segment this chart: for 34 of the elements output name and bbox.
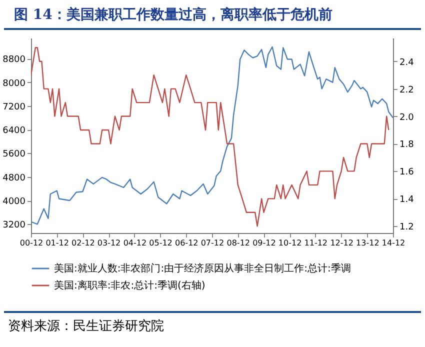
chart-title: 图 14：美国兼职工作数量过高，离职率低于危机前 bbox=[4, 4, 421, 30]
x-tick-label: 07-12 bbox=[200, 238, 224, 248]
y-tick-label: 8800 bbox=[2, 55, 26, 66]
y-tick-label: 4000 bbox=[2, 197, 26, 207]
y2-tick-label: 1.4 bbox=[400, 195, 414, 206]
x-tick-label: 13-12 bbox=[356, 238, 380, 248]
y2-tick-label: 1.6 bbox=[400, 168, 414, 178]
x-tick-label: 10-12 bbox=[278, 238, 302, 248]
x-tick-label: 01-12 bbox=[46, 238, 69, 248]
x-tick-label: 08-12 bbox=[226, 238, 250, 248]
x-tick-label: 09-12 bbox=[252, 238, 276, 248]
x-tick-label: 04-12 bbox=[123, 238, 147, 248]
x-tick-label: 14-12 bbox=[382, 238, 406, 248]
x-tick-label: 12-12 bbox=[330, 238, 354, 248]
y-tick-label: 5600 bbox=[2, 150, 26, 160]
y2-tick-label: 1.2 bbox=[400, 222, 414, 233]
y-tick-label: 8000 bbox=[2, 78, 26, 89]
x-tick-label: 11-12 bbox=[304, 238, 328, 248]
legend-label: 美国:就业人数:非农部门:由于经济原因从事非全日制工作:总计:季调 bbox=[54, 262, 351, 274]
legend-label: 美国:离职率:非农:总计:季调(右轴) bbox=[54, 280, 206, 292]
x-tick-label: 06-12 bbox=[175, 238, 198, 248]
y-tick-label: 4800 bbox=[2, 173, 26, 184]
x-tick-label: 00-12 bbox=[20, 238, 44, 248]
y-tick-label: 7200 bbox=[2, 102, 26, 112]
y2-tick-label: 2.2 bbox=[400, 85, 414, 96]
x-tick-label: 05-12 bbox=[149, 238, 172, 248]
x-tick-label: 03-12 bbox=[97, 238, 121, 248]
y-tick-label: 6400 bbox=[2, 126, 26, 136]
text: 资料来源：民生证券研究院 bbox=[4, 311, 421, 335]
x-tick-label: 02-12 bbox=[72, 238, 95, 248]
y2-tick-label: 2.0 bbox=[400, 112, 414, 123]
y-tick-label: 3200 bbox=[2, 220, 26, 231]
y2-tick-label: 1.8 bbox=[400, 140, 414, 150]
y2-tick-label: 2.4 bbox=[400, 58, 414, 68]
